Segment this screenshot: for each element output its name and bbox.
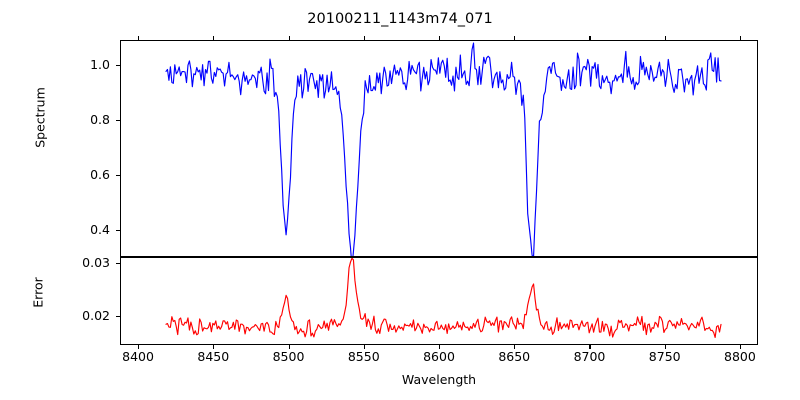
spectrum-panel (120, 40, 758, 257)
figure-title: 20100211_1143m74_071 (307, 11, 493, 27)
spectrum-line (165, 42, 722, 256)
tick-mark (116, 316, 120, 318)
x-tick: 8450 (197, 349, 230, 364)
x-tick: 8550 (347, 349, 380, 364)
tick-mark (514, 345, 516, 349)
error-y-axis-label: Error (30, 277, 46, 308)
x-tick: 8400 (122, 349, 154, 364)
tick-mark (213, 345, 215, 349)
x-tick: 8650 (498, 349, 531, 364)
error-y-tick: 0.02 (82, 308, 110, 324)
error-line (165, 258, 722, 339)
spectrum-y-axis-label: Spectrum (32, 87, 48, 148)
x-tick: 8600 (423, 349, 455, 364)
tick-mark (213, 36, 215, 40)
spectrum-y-tick: 0.4 (90, 221, 110, 237)
x-tick: 8700 (573, 349, 606, 364)
x-tick: 8500 (272, 349, 305, 364)
error-y-tick: 0.03 (82, 255, 110, 271)
spectrum-y-tick: 1.0 (90, 56, 110, 72)
spectrum-y-tick: 0.8 (90, 111, 110, 127)
tick-mark (138, 345, 140, 349)
tick-mark (363, 36, 365, 40)
tick-mark (116, 119, 120, 121)
tick-mark (664, 36, 666, 40)
x-tick: 8750 (648, 349, 681, 364)
tick-mark (514, 36, 516, 40)
tick-mark (363, 345, 365, 349)
tick-mark (439, 36, 441, 40)
tick-mark (116, 263, 120, 265)
spectrum-plot-area (165, 42, 722, 256)
tick-mark (116, 174, 120, 176)
error-panel (120, 257, 758, 345)
spectrum-y-tick: 0.6 (90, 166, 110, 182)
tick-mark (288, 345, 290, 349)
tick-mark (116, 229, 120, 231)
tick-mark (739, 36, 742, 40)
tick-mark (739, 345, 742, 349)
tick-mark (589, 345, 591, 349)
x-tick: 8800 (724, 349, 756, 364)
tick-mark (288, 36, 290, 40)
error-plot-area (165, 258, 722, 339)
tick-mark (589, 36, 591, 40)
tick-mark (664, 345, 666, 349)
tick-mark (439, 345, 441, 349)
tick-mark (138, 36, 140, 40)
x-axis-label: Wavelength (401, 372, 477, 387)
tick-mark (116, 64, 120, 66)
